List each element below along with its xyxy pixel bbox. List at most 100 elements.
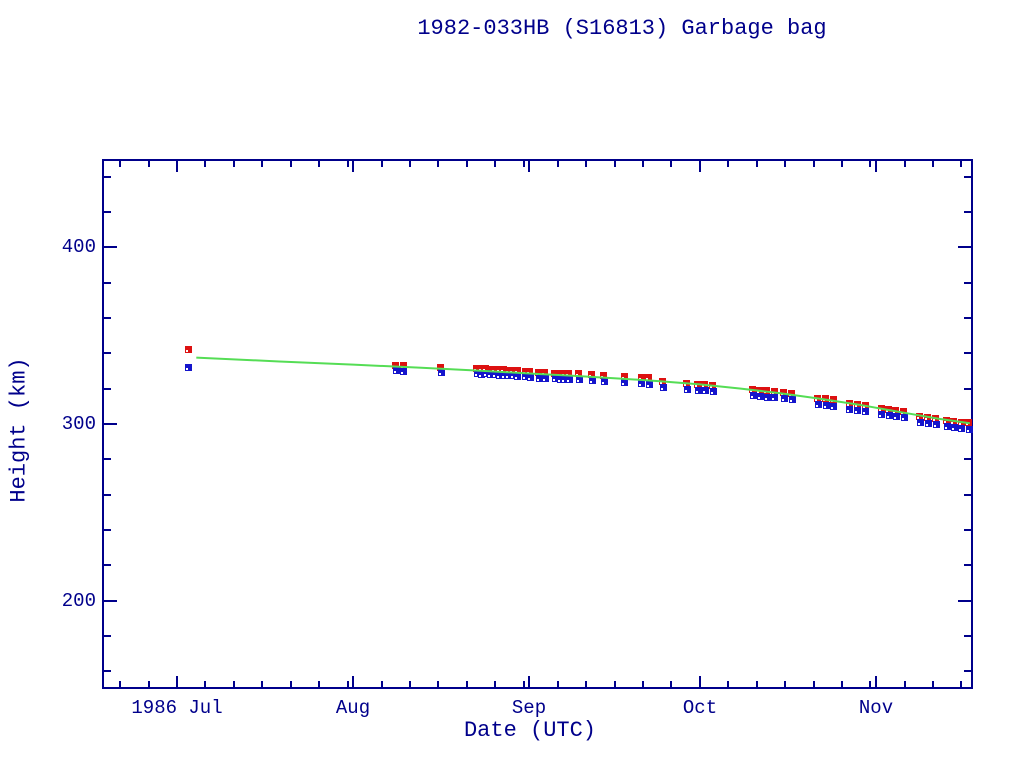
x-minor-tick <box>932 681 934 687</box>
perigee-height-blue-marker <box>750 392 757 399</box>
x-minor-tick <box>642 681 644 687</box>
x-minor-tick <box>585 681 587 687</box>
x-major-tick <box>875 161 877 172</box>
x-minor-tick <box>347 681 349 687</box>
perigee-height-blue-marker <box>576 376 583 383</box>
perigee-height-blue-marker <box>638 380 645 387</box>
x-tick-label: Oct <box>682 697 718 719</box>
x-tick-label: Sep <box>511 697 547 719</box>
x-tick-label: Nov <box>858 697 894 719</box>
y-minor-tick <box>964 282 971 284</box>
x-minor-tick <box>841 161 843 167</box>
y-minor-tick <box>964 494 971 496</box>
perigee-height-blue-marker <box>917 419 924 426</box>
x-minor-tick <box>347 161 349 167</box>
x-minor-tick <box>466 681 468 687</box>
y-minor-tick <box>104 670 111 672</box>
y-major-tick <box>104 600 117 602</box>
x-minor-tick <box>261 161 263 167</box>
x-minor-tick <box>318 161 320 167</box>
perigee-height-blue-marker <box>893 413 900 420</box>
perigee-height-blue-marker <box>646 381 653 388</box>
perigee-height-blue-marker <box>823 402 830 409</box>
x-minor-tick <box>727 681 729 687</box>
y-minor-tick <box>964 176 971 178</box>
x-major-tick <box>699 161 701 172</box>
perigee-height-blue-marker <box>566 376 573 383</box>
x-minor-tick <box>523 161 525 167</box>
perigee-height-blue-marker <box>925 420 932 427</box>
perigee-height-blue-marker <box>846 406 853 413</box>
perigee-height-blue-marker <box>601 378 608 385</box>
chart-title: 1982-033HB (S16813) Garbage bag <box>417 16 827 41</box>
x-minor-tick <box>557 161 559 167</box>
x-minor-tick <box>437 161 439 167</box>
apogee-height-red-marker <box>822 395 829 402</box>
perigee-height-blue-marker <box>710 388 717 395</box>
apogee-height-red-marker <box>965 419 972 426</box>
plot-area <box>102 159 973 689</box>
x-major-tick <box>528 161 530 172</box>
x-minor-tick <box>381 681 383 687</box>
y-minor-tick <box>964 670 971 672</box>
perigee-height-blue-marker <box>695 387 702 394</box>
perigee-height-blue-marker <box>514 373 521 380</box>
x-minor-tick <box>261 681 263 687</box>
y-minor-tick <box>104 352 111 354</box>
x-minor-tick <box>670 161 672 167</box>
perigee-height-blue-marker <box>958 425 965 432</box>
perigee-height-blue-marker <box>830 403 837 410</box>
perigee-height-blue-marker <box>702 387 709 394</box>
x-minor-tick <box>784 681 786 687</box>
x-minor-tick <box>290 681 292 687</box>
perigee-height-blue-marker <box>815 401 822 408</box>
y-minor-tick <box>964 635 971 637</box>
x-minor-tick <box>409 681 411 687</box>
y-minor-tick <box>964 211 971 213</box>
apogee-height-red-marker <box>763 387 770 394</box>
perigee-height-blue-marker <box>684 386 691 393</box>
x-minor-tick <box>813 161 815 167</box>
x-minor-tick <box>841 681 843 687</box>
x-minor-tick <box>756 161 758 167</box>
x-minor-tick <box>960 161 962 167</box>
perigee-height-blue-marker <box>660 384 667 391</box>
x-minor-tick <box>614 161 616 167</box>
perigee-height-blue-marker <box>886 412 893 419</box>
perigee-height-blue-marker <box>527 374 534 381</box>
perigee-height-blue-marker <box>901 414 908 421</box>
x-minor-tick <box>557 681 559 687</box>
x-minor-tick <box>466 161 468 167</box>
y-minor-tick <box>104 564 111 566</box>
x-minor-tick <box>642 161 644 167</box>
x-minor-tick <box>119 161 121 167</box>
x-minor-tick <box>148 681 150 687</box>
x-minor-tick <box>904 161 906 167</box>
perigee-height-blue-marker <box>862 408 869 415</box>
x-minor-tick <box>960 681 962 687</box>
x-minor-tick <box>233 681 235 687</box>
perigee-height-blue-marker <box>771 394 778 401</box>
apogee-height-red-marker <box>185 346 192 353</box>
x-major-tick <box>352 161 354 172</box>
x-minor-tick <box>148 161 150 167</box>
apogee-height-red-marker <box>830 396 837 403</box>
y-tick-label: 300 <box>61 413 96 435</box>
y-tick-label: 200 <box>61 590 96 612</box>
x-minor-tick <box>932 161 934 167</box>
x-minor-tick <box>585 161 587 167</box>
x-minor-tick <box>318 681 320 687</box>
y-minor-tick <box>964 564 971 566</box>
x-minor-tick <box>756 681 758 687</box>
y-minor-tick <box>104 494 111 496</box>
perigee-height-blue-marker <box>951 424 958 431</box>
y-minor-tick <box>964 529 971 531</box>
perigee-height-blue-marker <box>789 396 796 403</box>
x-tick-label: Aug <box>335 697 371 719</box>
perigee-height-blue-marker <box>944 423 951 430</box>
perigee-height-blue-marker <box>757 393 764 400</box>
y-major-tick <box>958 246 971 248</box>
perigee-height-blue-marker <box>854 407 861 414</box>
x-minor-tick <box>904 681 906 687</box>
